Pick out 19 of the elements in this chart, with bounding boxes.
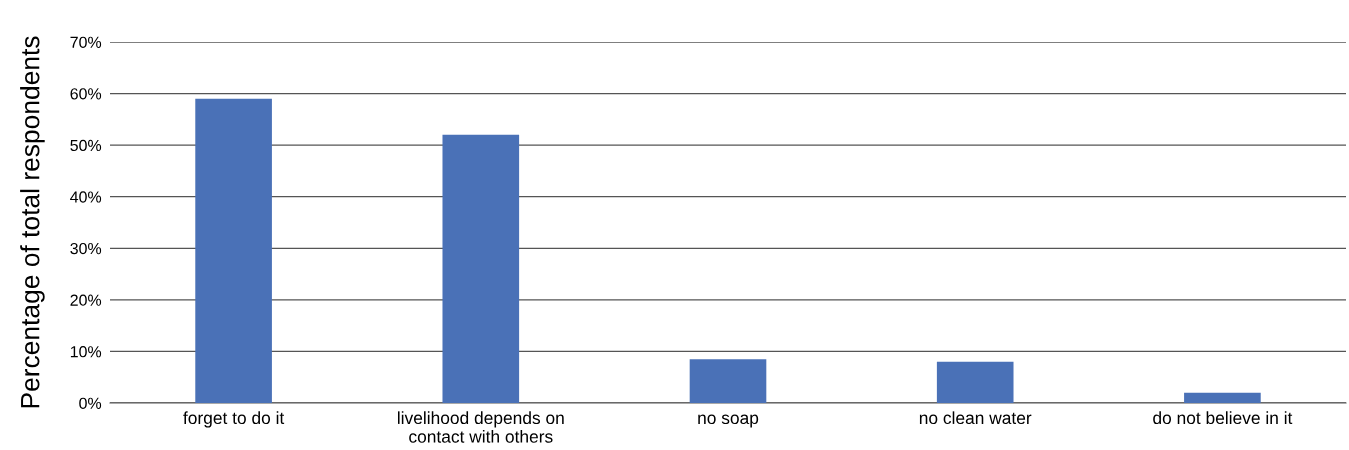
y-tick-label: 20% xyxy=(70,294,102,306)
y-tick-label: 70% xyxy=(70,36,102,48)
y-tick-label: 50% xyxy=(70,139,102,152)
y-tick-label: 40% xyxy=(70,191,102,203)
x-tick-label: forget to do it xyxy=(183,411,285,428)
bar xyxy=(195,98,272,403)
y-tick-label: 10% xyxy=(70,346,102,358)
y-tick-label: 60% xyxy=(70,88,102,100)
y-tick-label: 0% xyxy=(79,397,102,409)
bar xyxy=(689,359,767,403)
bar xyxy=(442,134,520,403)
bar xyxy=(1184,392,1261,403)
x-tick-label: no clean water xyxy=(919,411,1032,425)
y-axis-title: Percentage of total respondents xyxy=(20,36,45,408)
x-tick-label: no soap xyxy=(698,414,759,428)
y-tick-label: 30% xyxy=(70,242,102,255)
x-tick-label: do not believe in it xyxy=(1153,411,1293,425)
x-tick-label: livelihood depends on contact with others xyxy=(398,411,564,443)
bar xyxy=(936,361,1014,403)
